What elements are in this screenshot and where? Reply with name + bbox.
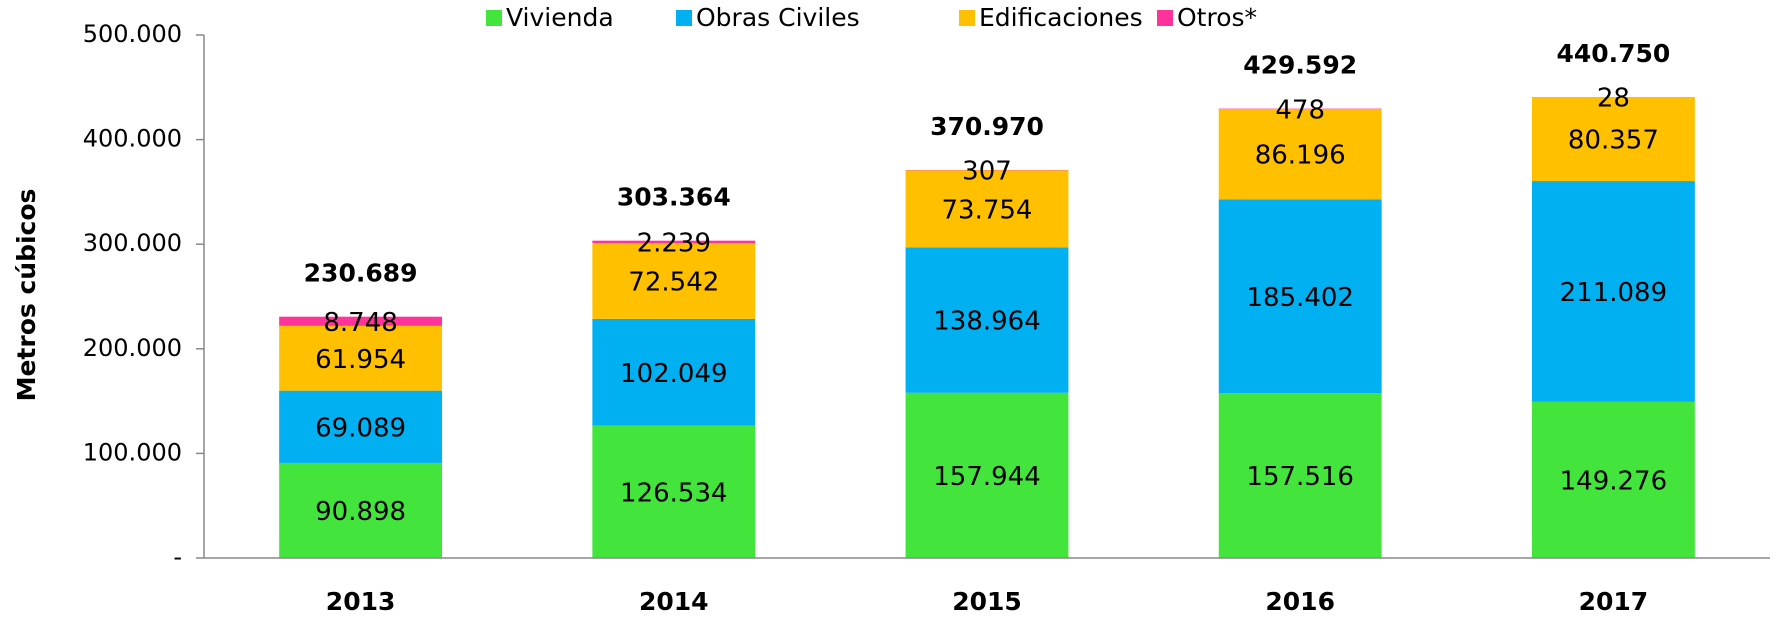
- total-label: 370.970: [930, 112, 1044, 141]
- data-label: 2.239: [637, 228, 711, 258]
- bar-segment: [905, 170, 1069, 248]
- legend-swatch: [959, 10, 975, 26]
- data-label: 61.954: [315, 345, 406, 375]
- bar-segment: [905, 392, 1069, 558]
- data-label: 69.089: [315, 413, 406, 443]
- data-label: 8.748: [323, 308, 397, 338]
- legend-swatch: [676, 10, 692, 26]
- data-label: 126.534: [620, 478, 728, 508]
- total-label: 429.592: [1243, 51, 1357, 80]
- bar-segment: [1531, 181, 1695, 402]
- y-tick-label: -: [173, 543, 182, 571]
- total-label: 230.689: [304, 259, 418, 288]
- bar-segment: [1218, 199, 1382, 394]
- bar-segment: [1531, 97, 1695, 182]
- y-tick-label: 400.000: [83, 125, 182, 153]
- data-label: 157.944: [933, 462, 1041, 492]
- data-label: 157.516: [1246, 462, 1354, 492]
- total-label: 303.364: [617, 183, 731, 212]
- legend-label: Obras Civiles: [696, 3, 860, 32]
- y-tick-label: 100.000: [83, 438, 182, 466]
- bar-segment: [905, 247, 1069, 393]
- bar-segment: [279, 462, 443, 558]
- legend-label: Otros*: [1177, 3, 1257, 32]
- bar-segment: [1218, 109, 1382, 200]
- data-label: 185.402: [1246, 283, 1354, 313]
- data-label: 102.049: [620, 359, 728, 389]
- data-label: 80.357: [1568, 126, 1659, 156]
- bar-segment: [592, 425, 756, 558]
- bar-segment: [592, 240, 756, 244]
- bar-segment: [1531, 401, 1695, 558]
- x-tick-label: 2013: [326, 587, 396, 616]
- data-label: 28: [1597, 83, 1630, 113]
- data-label: 149.276: [1560, 466, 1668, 496]
- data-label: 307: [962, 157, 1012, 187]
- data-label: 211.089: [1560, 278, 1668, 308]
- bar-segment: [279, 325, 443, 391]
- y-tick-label: 500.000: [83, 20, 182, 48]
- y-axis-title: Metros cúbicos: [12, 189, 41, 402]
- x-tick-label: 2014: [639, 587, 709, 616]
- legend-swatch: [486, 10, 502, 26]
- legend-swatch: [1157, 10, 1173, 26]
- legend-label: Edificaciones: [979, 3, 1143, 32]
- data-label: 72.542: [628, 267, 719, 297]
- legend-label: Vivienda: [506, 3, 614, 32]
- bar-segment: [592, 243, 756, 319]
- x-tick-label: 2017: [1579, 587, 1649, 616]
- data-label: 138.964: [933, 307, 1041, 337]
- data-label: 86.196: [1255, 141, 1346, 171]
- x-tick-label: 2016: [1265, 587, 1335, 616]
- data-label: 73.754: [942, 195, 1033, 225]
- bar-segment: [1218, 393, 1382, 558]
- y-tick-label: 200.000: [83, 334, 182, 362]
- bar-segment: [279, 316, 443, 326]
- bar-segment: [592, 318, 756, 426]
- data-label: 90.898: [315, 497, 406, 527]
- total-label: 440.750: [1556, 39, 1670, 68]
- bar-segment: [279, 390, 443, 463]
- x-tick-label: 2015: [952, 587, 1022, 616]
- data-label: 478: [1275, 95, 1325, 125]
- y-tick-label: 300.000: [83, 229, 182, 257]
